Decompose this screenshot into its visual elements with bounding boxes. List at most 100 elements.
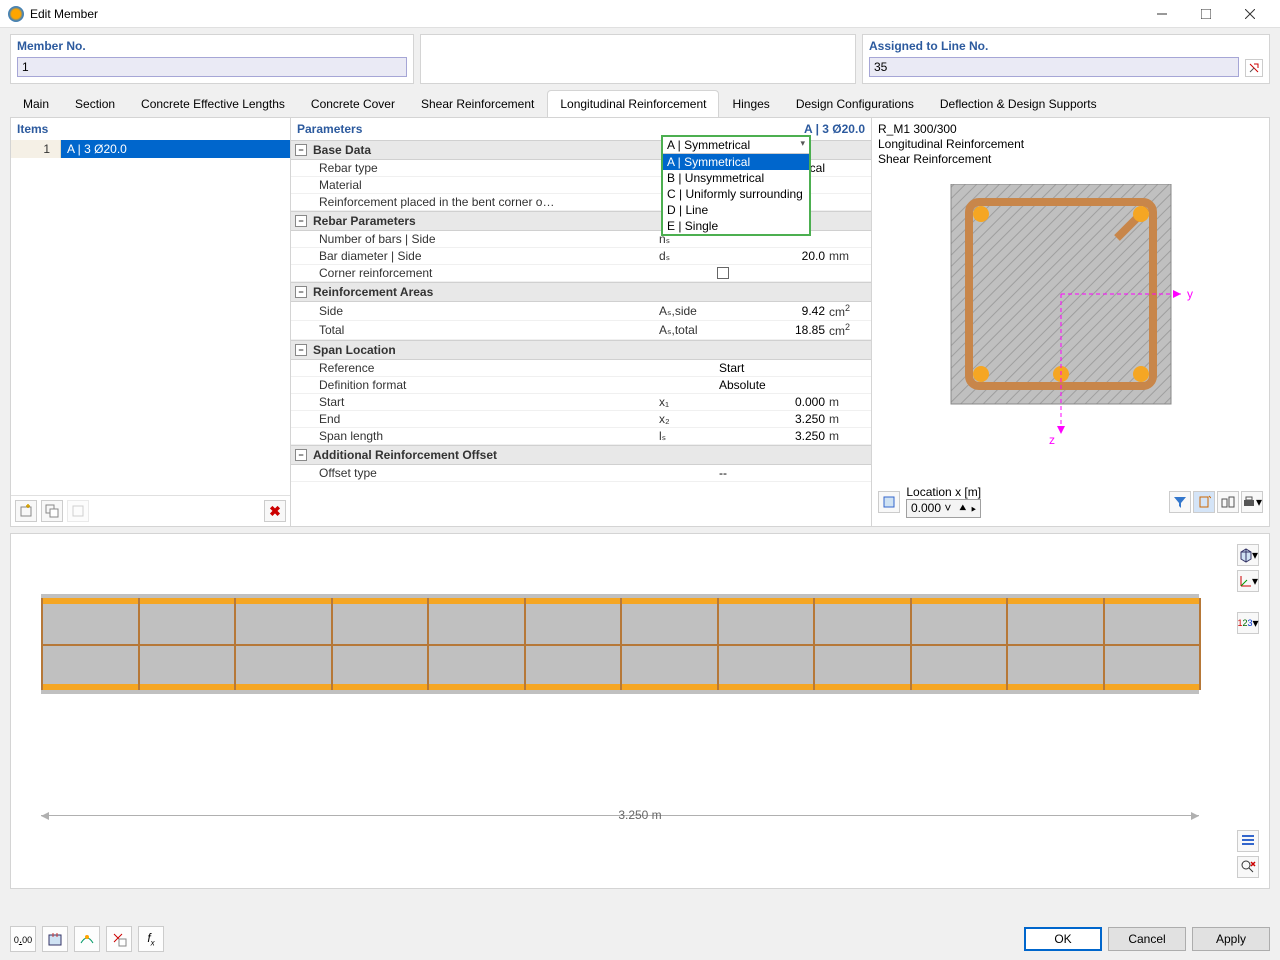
checkbox[interactable]	[717, 267, 729, 279]
tab-section[interactable]: Section	[62, 90, 128, 117]
delete-item-button[interactable]: ✖	[264, 500, 286, 522]
stirrup	[1199, 598, 1201, 690]
elevation-view: 3.250 m ▾ ▾ 123▾	[10, 533, 1270, 889]
new-item-button[interactable]	[15, 500, 37, 522]
ruler	[41, 546, 1199, 576]
beam-area	[41, 594, 1199, 694]
items-column: Items 1A | 3 Ø20.0 ✖	[11, 118, 291, 526]
param-row[interactable]: Startx₁0.000m	[291, 394, 871, 411]
close-button[interactable]	[1228, 0, 1272, 28]
units-button[interactable]: 0.00	[10, 926, 36, 952]
tab-hinges[interactable]: Hinges	[719, 90, 782, 117]
rebar-type-dropdown[interactable]: A | SymmetricalA | SymmetricalB | Unsymm…	[661, 135, 811, 236]
dropdown-selected[interactable]: A | Symmetrical	[663, 137, 809, 154]
cancel-button[interactable]: Cancel	[1108, 927, 1186, 951]
svg-text:y: y	[1187, 287, 1193, 301]
param-row[interactable]: Endx₂3.250m	[291, 411, 871, 428]
tab-deflection-design-supports[interactable]: Deflection & Design Supports	[927, 90, 1110, 117]
copy-item-button[interactable]	[41, 500, 63, 522]
filter-icon[interactable]	[1169, 491, 1191, 513]
stirrup	[331, 598, 333, 690]
assigned-to-label: Assigned to Line No.	[869, 39, 1263, 53]
stirrup	[234, 598, 236, 690]
dropdown-option[interactable]: E | Single	[663, 218, 809, 234]
pick-line-button[interactable]	[1245, 59, 1263, 77]
assigned-to-input[interactable]	[869, 57, 1239, 77]
stirrup	[813, 598, 815, 690]
param-row[interactable]: Span lengthlₛ3.250m	[291, 428, 871, 445]
tab-concrete-effective-lengths[interactable]: Concrete Effective Lengths	[128, 90, 298, 117]
tabs: MainSectionConcrete Effective LengthsCon…	[0, 84, 1280, 117]
app-icon	[8, 6, 24, 22]
param-group-header[interactable]: −Additional Reinforcement Offset	[291, 445, 871, 465]
minimize-button[interactable]	[1140, 0, 1184, 28]
member-no-input[interactable]	[17, 57, 407, 77]
tab-concrete-cover[interactable]: Concrete Cover	[298, 90, 408, 117]
param-row[interactable]: Corner reinforcement	[291, 265, 871, 282]
elevation-right-toolbar: ▾ ▾ 123▾	[1237, 544, 1259, 634]
param-group-header[interactable]: −Span Location	[291, 340, 871, 360]
member-no-box: Member No.	[10, 34, 414, 84]
search-delete-button[interactable]	[1237, 856, 1259, 878]
param-row[interactable]: Bar diameter | Sidedₛ20.0mm	[291, 248, 871, 265]
items-row[interactable]: 1A | 3 Ø20.0	[11, 140, 290, 158]
param-row[interactable]: ReferenceStart	[291, 360, 871, 377]
tab-shear-reinforcement[interactable]: Shear Reinforcement	[408, 90, 547, 117]
ok-button[interactable]: OK	[1024, 927, 1102, 951]
titlebar: Edit Member	[0, 0, 1280, 28]
preview-head: R_M1 300/300 Longitudinal Reinforcement …	[878, 122, 1263, 167]
header-row: Member No. Assigned to Line No.	[0, 28, 1280, 84]
tab-design-configurations[interactable]: Design Configurations	[783, 90, 927, 117]
header-spacer-box	[420, 34, 856, 84]
preview-toolbar: Location x [m] 0.000 ˅ ⯅ ▸ ▾	[878, 481, 1263, 522]
ft-btn-5[interactable]: fx	[138, 926, 164, 952]
workarea: Items 1A | 3 Ø20.0 ✖ Parameters A | 3 Ø2…	[10, 117, 1270, 527]
pick-icon	[1248, 62, 1260, 74]
tab-main[interactable]: Main	[10, 90, 62, 117]
ft-btn-2[interactable]	[42, 926, 68, 952]
view-values-button[interactable]	[1193, 491, 1215, 513]
parameters-column: Parameters A | 3 Ø20.0 −Base DataRebar t…	[291, 118, 871, 526]
parameters-header-right: A | 3 Ø20.0	[804, 122, 865, 136]
param-row[interactable]: TotalAₛ,total18.85cm2	[291, 321, 871, 340]
items-toolbar: ✖	[11, 495, 290, 526]
assigned-to-box: Assigned to Line No.	[862, 34, 1270, 84]
preview-tool1-button[interactable]	[878, 491, 900, 513]
dropdown-option[interactable]: A | Symmetrical	[663, 154, 809, 170]
param-row[interactable]: SideAₛ,side9.42cm2	[291, 302, 871, 321]
numbering-button[interactable]: 123▾	[1237, 612, 1259, 634]
member-no-label: Member No.	[17, 39, 407, 53]
view-settings-button[interactable]	[1217, 491, 1239, 513]
tab-longitudinal-reinforcement[interactable]: Longitudinal Reinforcement	[547, 90, 719, 117]
stirrup	[524, 598, 526, 690]
items-header: Items	[11, 118, 290, 140]
ft-btn-4[interactable]	[106, 926, 132, 952]
maximize-button[interactable]	[1184, 0, 1228, 28]
apply-button[interactable]: Apply	[1192, 927, 1270, 951]
dropdown-option[interactable]: C | Uniformly surrounding	[663, 186, 809, 202]
stirrup	[620, 598, 622, 690]
location-input[interactable]: 0.000 ˅ ⯅ ▸	[906, 499, 981, 518]
stirrup	[717, 598, 719, 690]
ft-btn-3[interactable]	[74, 926, 100, 952]
tool3-button[interactable]	[67, 500, 89, 522]
items-list: 1A | 3 Ø20.0	[11, 140, 290, 495]
print-button[interactable]: ▾	[1241, 491, 1263, 513]
list-button[interactable]	[1237, 830, 1259, 852]
preview-line2: Longitudinal Reinforcement	[878, 137, 1263, 152]
axes-button[interactable]: ▾	[1237, 570, 1259, 592]
stirrup	[138, 598, 140, 690]
param-row[interactable]: Offset type--	[291, 465, 871, 482]
param-group-header[interactable]: −Reinforcement Areas	[291, 282, 871, 302]
view3d-button[interactable]: ▾	[1237, 544, 1259, 566]
param-row[interactable]: Definition formatAbsolute	[291, 377, 871, 394]
stirrup	[1103, 598, 1105, 690]
footer-bar: 0.00 fx OK Cancel Apply	[0, 918, 1280, 960]
dropdown-option[interactable]: B | Unsymmetrical	[663, 170, 809, 186]
stirrup	[41, 598, 43, 690]
location-label: Location x [m]	[906, 485, 981, 499]
section-illustration: yz	[878, 167, 1263, 481]
dropdown-option[interactable]: D | Line	[663, 202, 809, 218]
section-name: R_M1 300/300	[878, 122, 1263, 137]
stirrup	[910, 598, 912, 690]
